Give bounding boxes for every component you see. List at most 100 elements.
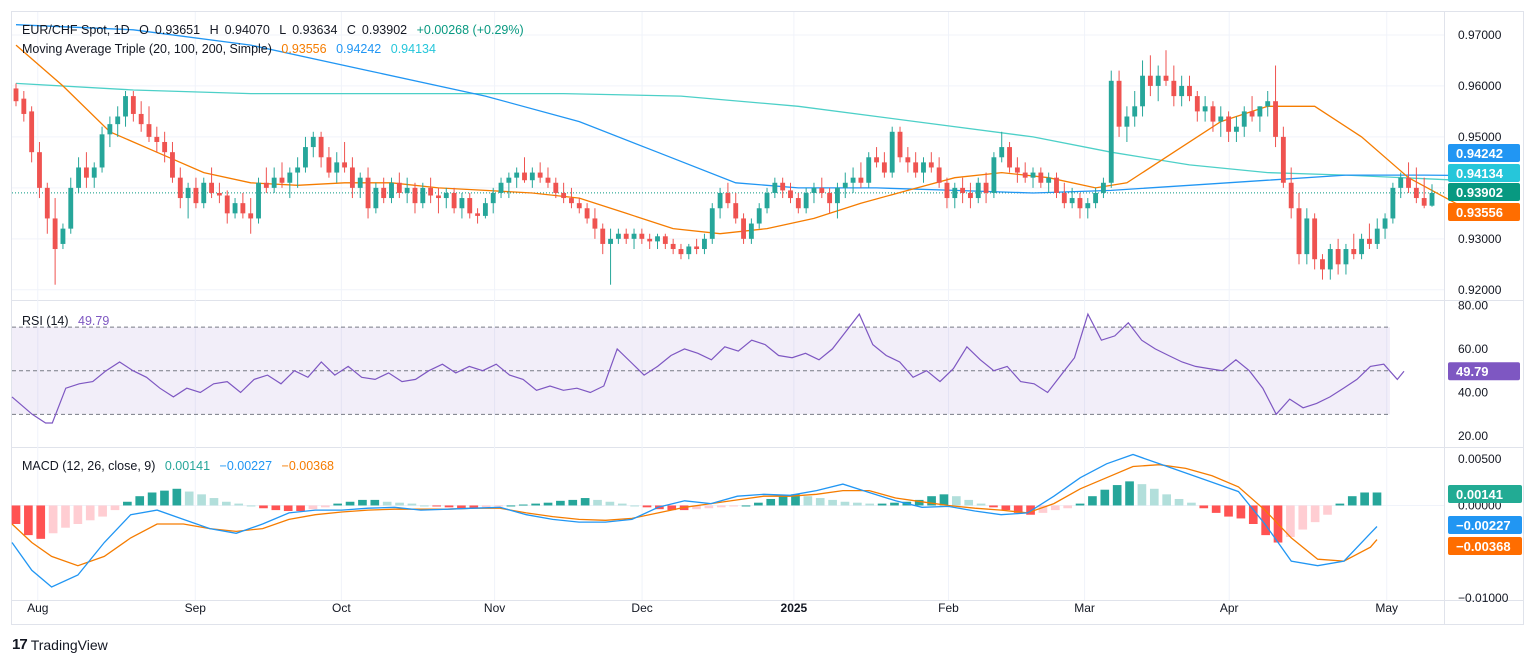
candle (819, 177, 825, 199)
candle-body (670, 243, 676, 250)
candle-body (91, 167, 97, 178)
macd-hist-bar (246, 505, 256, 507)
candle-body (1147, 75, 1153, 86)
candle (1069, 187, 1075, 209)
candle (115, 106, 121, 137)
time-axis-label: Dec (631, 601, 652, 615)
rsi-tag-label: 49.79 (1456, 364, 1489, 379)
price-axis-tick: 0.93000 (1458, 232, 1502, 246)
candle (21, 91, 27, 122)
candle-body (303, 147, 308, 168)
candle (177, 167, 183, 209)
macd-hist-bar (234, 503, 244, 506)
candle (1038, 167, 1044, 188)
candle (772, 177, 778, 199)
candle (1022, 162, 1028, 183)
symbol-title[interactable]: EUR/CHF Spot, 1D (22, 23, 130, 37)
candle (1241, 106, 1247, 137)
rsi-tag-box (1448, 362, 1520, 381)
candle (467, 192, 473, 219)
tradingview-brand[interactable]: 17 TradingView (12, 636, 108, 653)
candle (960, 177, 966, 204)
macd-legend-label[interactable]: MACD (12, 26, close, 9) (22, 459, 156, 473)
macd-hist-bar (506, 505, 516, 507)
candle-body (1218, 116, 1224, 122)
low-value: 0.93634 (292, 23, 338, 37)
candle (608, 228, 613, 285)
candle-body (1022, 172, 1028, 178)
macd-hist-bar (1162, 494, 1171, 506)
candle (1249, 96, 1255, 122)
candle (1093, 187, 1099, 209)
candle (866, 152, 872, 188)
candle-body (170, 152, 175, 178)
macd-hist-bar (791, 494, 800, 506)
macd-hist-bar (828, 499, 837, 506)
candle (1429, 184, 1435, 207)
candle-body (944, 182, 950, 199)
time-axis-label: 2025 (781, 601, 808, 615)
candle (921, 157, 926, 183)
candle-body (232, 203, 238, 214)
time-axis-label: Feb (938, 601, 959, 615)
candle (412, 182, 418, 214)
candle-body (772, 182, 778, 193)
candle-body (1163, 75, 1169, 81)
candle (850, 167, 856, 193)
candle (1202, 96, 1208, 122)
candle (835, 182, 840, 219)
candle-body (975, 182, 981, 199)
candle-body (1187, 85, 1192, 97)
candle-body (334, 162, 340, 173)
candle-body (514, 172, 520, 178)
close-label: C (346, 23, 356, 37)
candle-body (788, 190, 793, 199)
candle-body (647, 238, 653, 242)
macd-line-value: −0.00227 (219, 459, 273, 473)
candle-body (569, 198, 574, 204)
change-value: +0.00268 (+0.29%) (416, 23, 524, 37)
candle (889, 126, 895, 178)
candle-body (858, 177, 864, 183)
candle-body (991, 157, 997, 193)
macd-hist-bar (890, 502, 899, 506)
candle (936, 157, 942, 188)
macd-hist-bar (778, 496, 788, 506)
candle-body (177, 177, 183, 199)
candle (952, 182, 958, 209)
candle (1007, 141, 1012, 173)
rsi-axis-tick: 60.00 (1458, 342, 1488, 356)
candle (655, 233, 660, 250)
rsi-value-tag: 49.79 (1448, 362, 1520, 381)
candle-body (1124, 116, 1130, 127)
candle-body (655, 236, 660, 242)
price-grid: 0.97000 0.96000 0.95000 0.93000 0.92000 (12, 28, 1502, 297)
candle-body (349, 167, 355, 188)
candle-body (443, 192, 449, 199)
candle (498, 177, 504, 199)
candle (522, 157, 527, 183)
macd-tag-label: −0.00368 (1456, 539, 1511, 554)
candle-body (1327, 249, 1333, 270)
candle-body (13, 88, 19, 102)
candle (717, 187, 723, 219)
candle (1233, 116, 1239, 142)
candle (1413, 167, 1419, 204)
macd-hist-bar (494, 505, 503, 507)
rsi-legend-label[interactable]: RSI (14) (22, 314, 69, 328)
macd-hist-bar (964, 499, 974, 506)
candle-body (459, 198, 465, 209)
macd-hist-bar (1112, 485, 1122, 506)
candle-body (1390, 187, 1396, 219)
candle (224, 190, 230, 224)
macd-hist-bar (531, 503, 540, 506)
candle-body (1280, 136, 1286, 183)
macd-hist-bar (754, 502, 763, 506)
price-axis-tick: 0.97000 (1458, 28, 1502, 42)
ma-legend-label[interactable]: Moving Average Triple (20, 100, 200, Sim… (22, 42, 272, 56)
candle (709, 203, 715, 244)
candle-body (412, 187, 418, 204)
candle (201, 177, 207, 209)
candle (1304, 208, 1310, 265)
